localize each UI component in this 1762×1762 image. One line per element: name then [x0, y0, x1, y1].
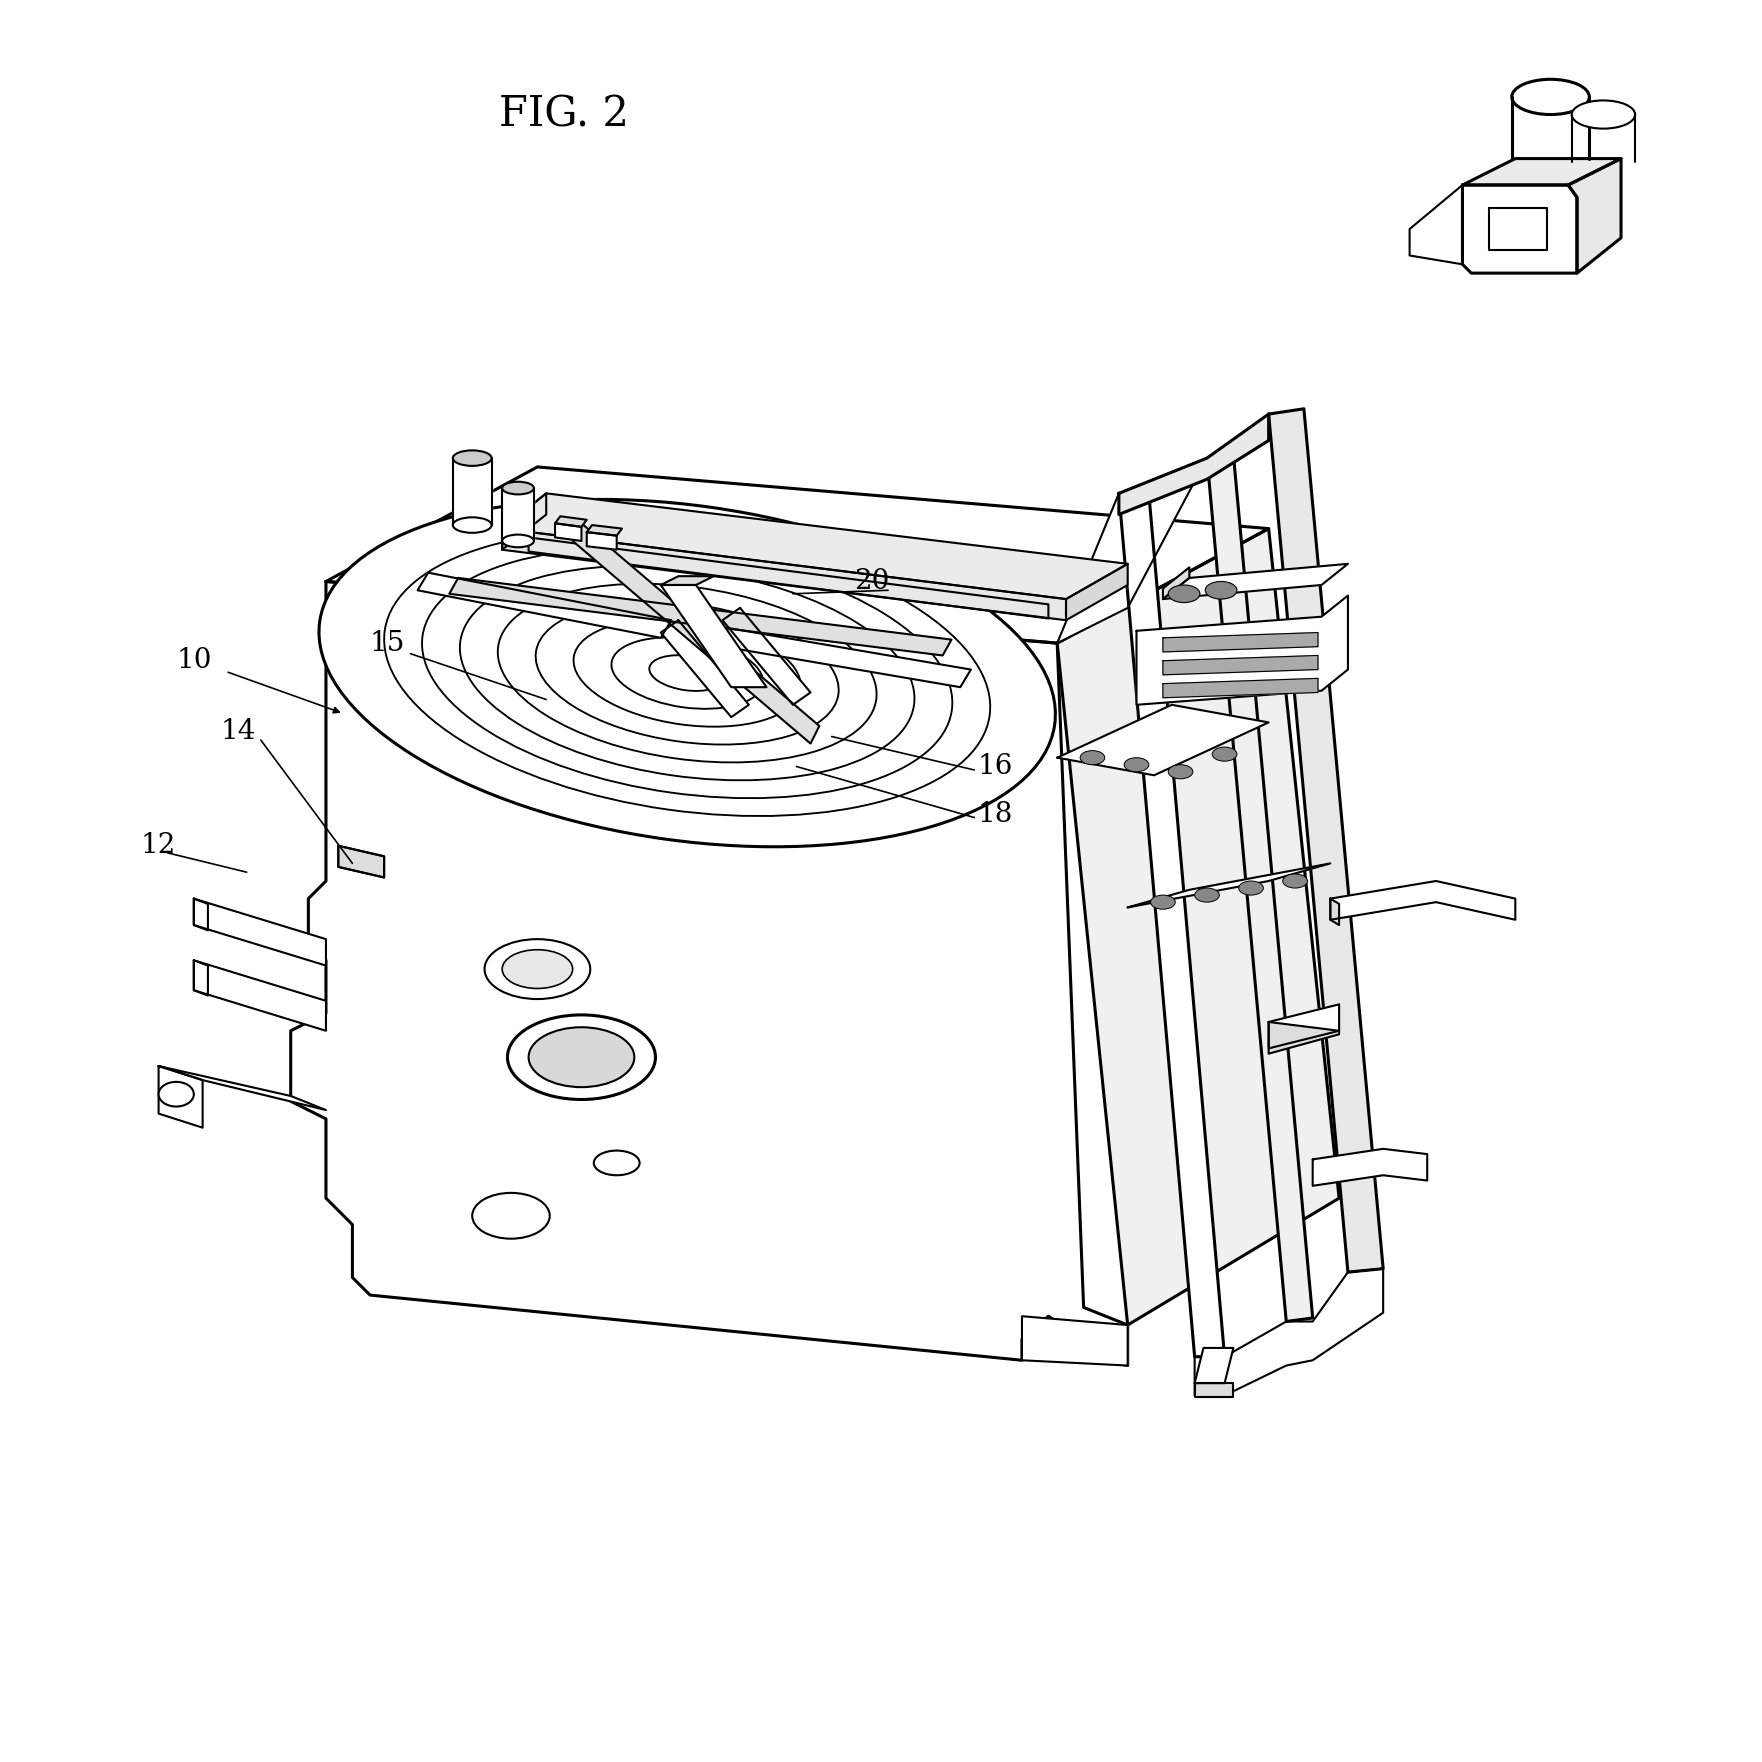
Polygon shape: [194, 899, 208, 930]
Polygon shape: [555, 523, 581, 541]
Polygon shape: [1462, 159, 1621, 185]
Polygon shape: [1207, 455, 1313, 1322]
Polygon shape: [194, 899, 326, 966]
Text: 12: 12: [141, 832, 176, 860]
Text: 14: 14: [220, 717, 255, 745]
Polygon shape: [661, 620, 749, 717]
Polygon shape: [1163, 633, 1318, 652]
Polygon shape: [326, 467, 1269, 643]
Polygon shape: [1163, 567, 1189, 599]
Polygon shape: [338, 846, 384, 877]
Text: 18: 18: [978, 800, 1013, 828]
Ellipse shape: [472, 1193, 550, 1239]
Ellipse shape: [1239, 881, 1263, 895]
Polygon shape: [1128, 863, 1330, 907]
Polygon shape: [722, 608, 811, 705]
Ellipse shape: [1124, 758, 1149, 772]
Polygon shape: [1057, 529, 1339, 1325]
Ellipse shape: [453, 451, 492, 465]
Polygon shape: [1330, 881, 1515, 920]
Polygon shape: [502, 529, 1066, 620]
Ellipse shape: [1151, 895, 1175, 909]
Polygon shape: [453, 458, 492, 525]
Polygon shape: [1269, 1022, 1339, 1054]
Ellipse shape: [319, 499, 1055, 848]
Polygon shape: [1057, 458, 1207, 643]
Polygon shape: [159, 1066, 203, 1128]
Ellipse shape: [1168, 585, 1200, 603]
Polygon shape: [1066, 564, 1128, 620]
Polygon shape: [1269, 1004, 1339, 1048]
Polygon shape: [1195, 1269, 1383, 1396]
Polygon shape: [1163, 678, 1318, 698]
Ellipse shape: [502, 481, 534, 495]
Polygon shape: [1410, 185, 1462, 264]
Polygon shape: [1022, 1316, 1128, 1366]
Polygon shape: [502, 488, 534, 541]
Polygon shape: [1568, 159, 1621, 273]
Ellipse shape: [507, 1015, 655, 1099]
Polygon shape: [573, 523, 819, 744]
Text: FIG. 2: FIG. 2: [499, 93, 629, 136]
Ellipse shape: [1512, 79, 1589, 115]
Text: 15: 15: [370, 629, 405, 657]
Ellipse shape: [502, 534, 534, 548]
Polygon shape: [661, 576, 714, 585]
Polygon shape: [1313, 1149, 1427, 1186]
Ellipse shape: [159, 1082, 194, 1107]
Ellipse shape: [594, 1151, 640, 1175]
Polygon shape: [1330, 899, 1339, 925]
Ellipse shape: [1205, 581, 1237, 599]
Polygon shape: [1136, 596, 1348, 705]
Polygon shape: [661, 585, 766, 687]
Polygon shape: [194, 960, 208, 996]
Polygon shape: [1462, 185, 1577, 273]
Ellipse shape: [502, 950, 573, 988]
Ellipse shape: [529, 1027, 634, 1087]
Polygon shape: [194, 960, 326, 1031]
Polygon shape: [502, 493, 1128, 599]
Polygon shape: [1163, 655, 1318, 675]
Ellipse shape: [1212, 747, 1237, 761]
Polygon shape: [587, 532, 617, 550]
Polygon shape: [338, 846, 384, 877]
Polygon shape: [1269, 409, 1383, 1272]
Polygon shape: [291, 581, 1128, 1366]
Ellipse shape: [1572, 100, 1635, 129]
Ellipse shape: [1168, 765, 1193, 779]
Polygon shape: [1119, 493, 1225, 1357]
Ellipse shape: [485, 939, 590, 999]
Polygon shape: [159, 1066, 326, 1110]
Ellipse shape: [1080, 751, 1105, 765]
Polygon shape: [418, 573, 671, 638]
Polygon shape: [555, 516, 587, 527]
Polygon shape: [1119, 414, 1269, 515]
Polygon shape: [1195, 1383, 1233, 1397]
Text: 20: 20: [855, 567, 890, 596]
Ellipse shape: [1283, 874, 1307, 888]
Polygon shape: [703, 626, 971, 687]
Polygon shape: [502, 493, 546, 550]
Text: 10: 10: [176, 647, 211, 675]
Polygon shape: [1195, 1348, 1233, 1383]
Text: 16: 16: [978, 752, 1013, 781]
Polygon shape: [449, 578, 951, 655]
Polygon shape: [1057, 705, 1269, 775]
Ellipse shape: [1195, 888, 1219, 902]
Polygon shape: [587, 525, 622, 536]
Polygon shape: [1163, 564, 1348, 599]
Ellipse shape: [453, 518, 492, 532]
